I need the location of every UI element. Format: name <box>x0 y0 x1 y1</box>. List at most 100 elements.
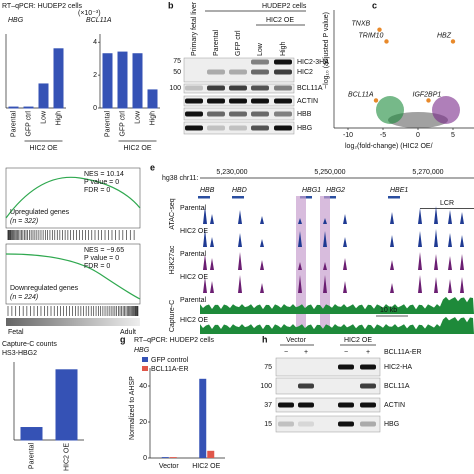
blot-band <box>360 402 376 408</box>
bar <box>199 378 207 458</box>
signal-track <box>200 316 474 334</box>
assay-label: H3K27ac <box>169 245 176 274</box>
blot-band <box>274 111 292 117</box>
blot-band <box>207 85 225 91</box>
y-tick-label: 20 <box>139 419 147 426</box>
gsea-box <box>5 243 141 305</box>
chart-subtitle: HBG <box>134 347 150 354</box>
blot-band <box>360 364 376 370</box>
lane-label: GFP ctrl <box>235 30 242 56</box>
x-tick-label: HIC2 OE <box>192 463 220 470</box>
blot <box>275 357 381 377</box>
lane-label: Primary fetal liver <box>191 1 198 56</box>
locus: hg38 chr11: <box>162 175 199 182</box>
stat: P value = 0 <box>84 255 119 262</box>
gene-label: TNXB <box>352 21 371 28</box>
chart-title: HBG <box>8 17 24 24</box>
gene-label: TRIM10 <box>359 32 384 39</box>
gene-block <box>232 196 244 199</box>
bar <box>102 53 113 109</box>
x-axis-label: log₂(fold-change) (HIC2 OE/ <box>345 143 433 150</box>
panel-title: RT–qPCR: HUDEP2 cells <box>2 3 83 10</box>
blot-band <box>251 85 269 91</box>
blot-band <box>274 69 292 75</box>
row-label: HIC2-HA <box>384 364 412 371</box>
stat: NES = −9.65 <box>84 247 124 254</box>
blot-band <box>207 69 225 75</box>
marker: 100 <box>169 85 181 92</box>
gsea-box <box>5 167 141 229</box>
gene-point <box>373 98 379 103</box>
sample-label: Parental <box>180 251 207 258</box>
unit: (×10⁻³) <box>78 10 101 17</box>
blot-band <box>185 85 203 91</box>
gene-name: HBD <box>232 187 247 194</box>
point-cloud <box>432 96 460 124</box>
blot-band <box>360 383 376 389</box>
row-label: HIC2 <box>297 69 313 76</box>
blot-band <box>274 125 292 131</box>
stat: P value = 0 <box>84 179 119 186</box>
enrichment-curve <box>5 176 141 219</box>
lane-label: Parental <box>213 29 220 56</box>
bar <box>55 369 78 441</box>
header: HUDEP2 cells <box>262 3 307 10</box>
signal-track <box>200 296 474 314</box>
blot-band <box>185 125 203 131</box>
blot <box>275 397 381 413</box>
blot-band <box>251 98 269 104</box>
x-tick-label: Parental <box>104 111 111 138</box>
panel-letter: c <box>372 0 377 10</box>
treatment-label: BCL11A-ER <box>384 349 422 356</box>
y-axis-label: Normalized to AHSP <box>129 376 136 440</box>
blot <box>183 121 295 135</box>
x-tick-label: High <box>55 111 62 126</box>
y-tick-label: 0 <box>143 455 147 462</box>
bar <box>161 457 169 458</box>
coordinate: 5,250,000 <box>314 169 345 176</box>
sample-label: HIC2 OE <box>180 274 208 281</box>
row-label: ACTIN <box>297 98 318 105</box>
blot-band <box>274 59 292 65</box>
blot-band <box>207 125 225 131</box>
blot-band <box>338 364 354 370</box>
panel-letter: b <box>168 0 174 10</box>
signal-track <box>200 252 474 270</box>
marker: 75 <box>173 58 181 65</box>
gene-label: HBZ <box>437 32 452 39</box>
bar <box>53 48 64 109</box>
blot-band <box>229 98 247 104</box>
gene-name: HBE1 <box>390 187 408 194</box>
point-cloud <box>376 96 404 124</box>
signal-track <box>200 275 474 293</box>
y-tick-label: 2 <box>93 72 97 79</box>
panel-letter: g <box>120 334 126 344</box>
blot <box>275 377 381 395</box>
x-tick-label: Low <box>134 110 141 124</box>
blot-band <box>338 402 354 408</box>
gene-block <box>198 196 210 199</box>
legend-label: GFP control <box>151 357 189 364</box>
scale-label: 10 kb <box>380 307 397 314</box>
row-label: HBB <box>297 111 312 118</box>
marker: 37 <box>264 402 272 409</box>
panel-letter: h <box>262 334 268 344</box>
x-tick-label: -5 <box>380 132 386 139</box>
row-label: BCL11A <box>384 383 410 390</box>
sample-label: Parental <box>180 297 207 304</box>
gene-name: HBB <box>200 187 215 194</box>
blot-band <box>251 59 269 65</box>
sample-label: Parental <box>180 205 207 212</box>
blot-band <box>278 402 294 408</box>
blot-band <box>229 111 247 117</box>
bar <box>132 53 143 109</box>
x-tick-label: Parental <box>10 111 17 138</box>
sign: − <box>284 349 288 356</box>
signal-track <box>200 206 474 224</box>
group-label: HIC2 OE <box>266 17 294 24</box>
gene-label: BCL11A <box>348 91 374 98</box>
stat: NES = 10.14 <box>84 171 124 178</box>
blot-band <box>251 125 269 131</box>
set-n: (n = 224) <box>10 294 38 301</box>
bar <box>169 457 177 458</box>
